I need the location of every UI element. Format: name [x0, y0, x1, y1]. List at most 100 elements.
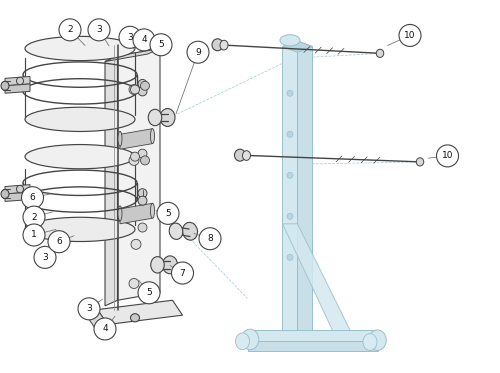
- Ellipse shape: [241, 329, 259, 350]
- Ellipse shape: [1, 189, 9, 198]
- Text: 1: 1: [31, 231, 37, 239]
- Circle shape: [78, 298, 100, 320]
- Circle shape: [399, 25, 421, 46]
- Text: 5: 5: [146, 288, 152, 297]
- Polygon shape: [5, 185, 30, 194]
- Circle shape: [287, 90, 293, 96]
- Ellipse shape: [416, 158, 424, 166]
- Circle shape: [140, 81, 149, 90]
- Ellipse shape: [25, 145, 135, 169]
- Circle shape: [187, 41, 209, 63]
- Circle shape: [287, 254, 293, 260]
- Ellipse shape: [160, 109, 175, 126]
- Circle shape: [88, 19, 110, 41]
- Ellipse shape: [236, 333, 250, 350]
- Polygon shape: [282, 41, 298, 336]
- Circle shape: [140, 156, 149, 165]
- Circle shape: [34, 247, 56, 268]
- Circle shape: [119, 26, 141, 48]
- Text: 4: 4: [102, 325, 108, 333]
- Circle shape: [133, 29, 155, 51]
- Circle shape: [130, 152, 140, 161]
- Circle shape: [94, 318, 116, 340]
- Ellipse shape: [25, 107, 135, 131]
- Text: 7: 7: [180, 269, 186, 278]
- Text: 3: 3: [96, 25, 102, 34]
- Text: 6: 6: [30, 193, 36, 202]
- Circle shape: [138, 282, 160, 304]
- Text: 10: 10: [404, 31, 416, 40]
- Circle shape: [23, 224, 45, 246]
- Ellipse shape: [25, 37, 135, 60]
- Ellipse shape: [234, 149, 246, 161]
- Circle shape: [199, 228, 221, 250]
- Circle shape: [130, 85, 140, 94]
- Polygon shape: [282, 224, 350, 336]
- Circle shape: [172, 262, 194, 284]
- Circle shape: [138, 87, 147, 96]
- Circle shape: [287, 213, 293, 219]
- Polygon shape: [120, 203, 152, 224]
- Circle shape: [157, 203, 179, 224]
- Ellipse shape: [151, 257, 164, 273]
- Text: 5: 5: [165, 209, 171, 218]
- Ellipse shape: [130, 314, 140, 322]
- Circle shape: [287, 131, 293, 137]
- Ellipse shape: [150, 203, 154, 218]
- Polygon shape: [98, 300, 182, 325]
- Polygon shape: [5, 76, 30, 86]
- Text: 3: 3: [42, 253, 48, 262]
- Polygon shape: [120, 129, 152, 149]
- Text: 2: 2: [31, 213, 37, 222]
- Ellipse shape: [369, 330, 386, 351]
- Circle shape: [138, 223, 147, 232]
- Text: 9: 9: [195, 48, 201, 57]
- Text: 6: 6: [56, 237, 62, 246]
- Ellipse shape: [376, 49, 384, 57]
- Circle shape: [436, 145, 458, 167]
- Ellipse shape: [220, 40, 228, 50]
- Text: 3: 3: [86, 304, 92, 313]
- Circle shape: [59, 19, 81, 41]
- Circle shape: [129, 156, 139, 165]
- Polygon shape: [248, 341, 378, 351]
- Circle shape: [287, 172, 293, 178]
- Text: 8: 8: [207, 234, 213, 243]
- Polygon shape: [88, 310, 108, 332]
- Polygon shape: [298, 41, 312, 336]
- Circle shape: [22, 187, 44, 209]
- Circle shape: [129, 85, 139, 94]
- Ellipse shape: [16, 77, 24, 85]
- Circle shape: [138, 79, 147, 88]
- Circle shape: [138, 149, 147, 158]
- Polygon shape: [282, 41, 312, 52]
- Circle shape: [150, 34, 172, 56]
- Ellipse shape: [162, 256, 178, 274]
- Ellipse shape: [150, 129, 154, 144]
- Polygon shape: [105, 56, 118, 306]
- Ellipse shape: [25, 217, 135, 242]
- Ellipse shape: [16, 185, 24, 193]
- Ellipse shape: [212, 39, 223, 51]
- Ellipse shape: [118, 131, 122, 146]
- Ellipse shape: [280, 35, 300, 46]
- Polygon shape: [118, 48, 160, 300]
- Text: 2: 2: [67, 25, 73, 34]
- Polygon shape: [5, 192, 30, 201]
- Circle shape: [23, 206, 45, 228]
- Ellipse shape: [182, 222, 198, 240]
- Ellipse shape: [148, 109, 162, 126]
- Circle shape: [138, 189, 147, 198]
- Ellipse shape: [242, 151, 250, 160]
- Ellipse shape: [169, 223, 183, 239]
- Circle shape: [138, 196, 147, 205]
- Text: 3: 3: [127, 33, 133, 42]
- Ellipse shape: [118, 206, 122, 221]
- Ellipse shape: [1, 81, 9, 90]
- Text: 10: 10: [442, 151, 453, 160]
- Polygon shape: [248, 330, 378, 341]
- Text: 4: 4: [141, 35, 147, 44]
- Polygon shape: [5, 84, 30, 93]
- Circle shape: [129, 279, 139, 288]
- Ellipse shape: [363, 333, 377, 351]
